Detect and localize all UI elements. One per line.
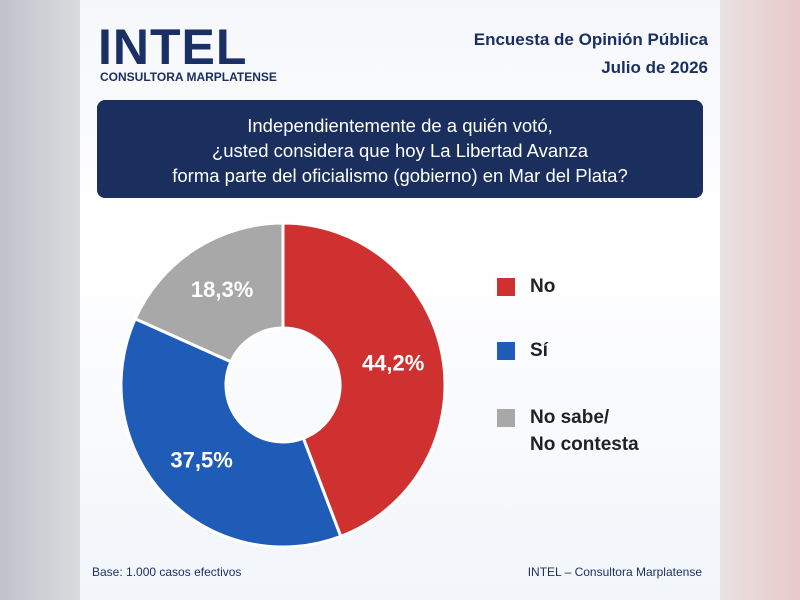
footer-source: INTEL – Consultora Marplatense [527,565,702,579]
footer-base: Base: 1.000 casos efectivos [92,565,242,579]
legend-swatch [497,409,515,427]
survey-title: Encuesta de Opinión Pública [473,30,708,49]
chart: 44,2% 37,5% 18,3% [119,221,447,549]
survey-date: Julio de 2026 [601,58,708,77]
pie-slice [133,221,285,364]
slice-label: 37,5% [170,448,232,473]
slice-label: 18,3% [191,277,253,302]
chart-title: Independientemente de a quién votó, ¿ust… [172,115,628,186]
slice-label: 44,2% [362,351,424,376]
pie-slice [281,221,447,539]
legend-label: No [530,276,556,297]
legend-swatch [497,278,515,296]
pie-slice [119,316,343,549]
question-box: Independientemente de a quién votó, ¿ust… [97,100,703,198]
legend-label: No sabe/ No contesta [530,407,639,455]
legend-swatch [497,342,515,360]
brand: INTEL [98,19,248,75]
brand-subtitle: CONSULTORA MARPLATENSE [100,70,277,84]
card: INTEL CONSULTORA MARPLATENSE Encuesta de… [80,0,720,600]
legend-label: Sí [530,340,548,361]
